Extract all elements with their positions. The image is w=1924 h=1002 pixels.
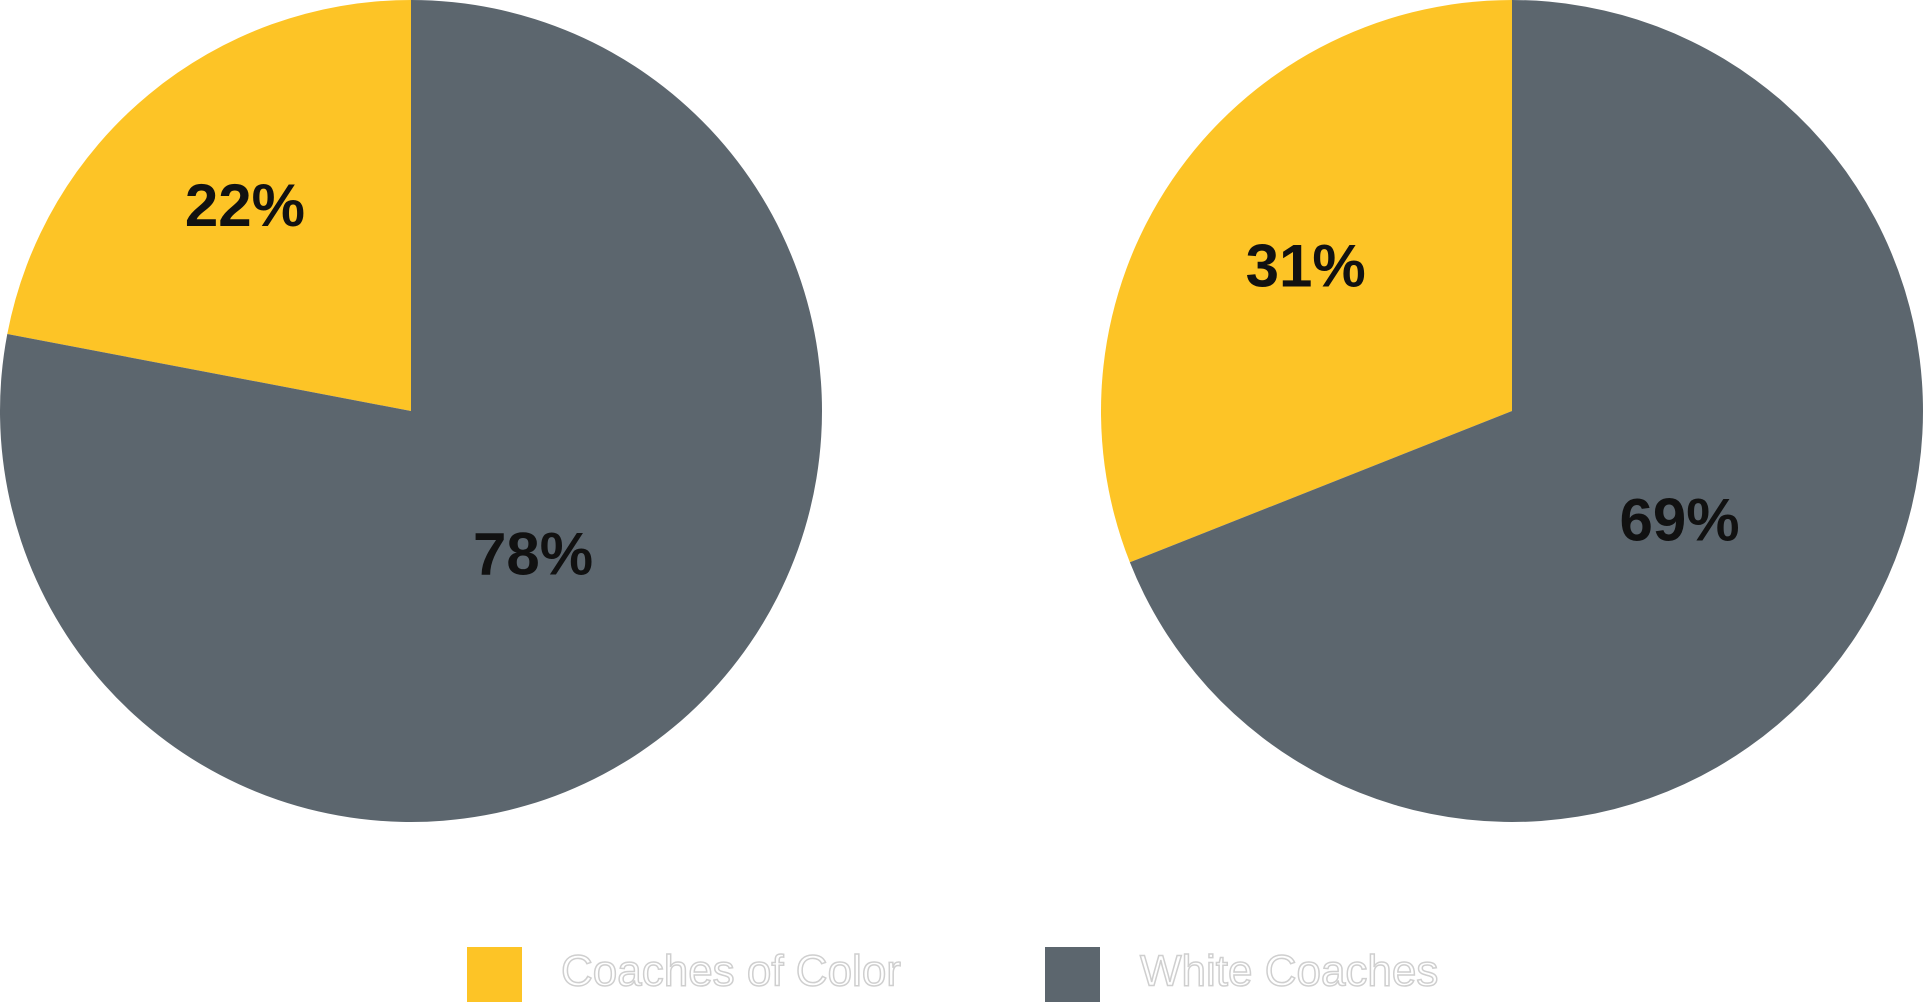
legend-swatch <box>1045 947 1100 1002</box>
data-label: 22% <box>185 172 305 239</box>
data-label: 78% <box>473 520 593 587</box>
data-label: 31% <box>1246 233 1366 300</box>
legend-label: Coaches of Color <box>561 947 901 996</box>
pie-slice <box>0 0 822 822</box>
pie-slice <box>7 0 412 411</box>
pie-slice <box>1101 0 1512 563</box>
data-label: 69% <box>1620 487 1740 554</box>
legend-swatch <box>467 947 522 1002</box>
pie-slice <box>1129 0 1923 822</box>
legend-label: White Coaches <box>1140 947 1438 996</box>
